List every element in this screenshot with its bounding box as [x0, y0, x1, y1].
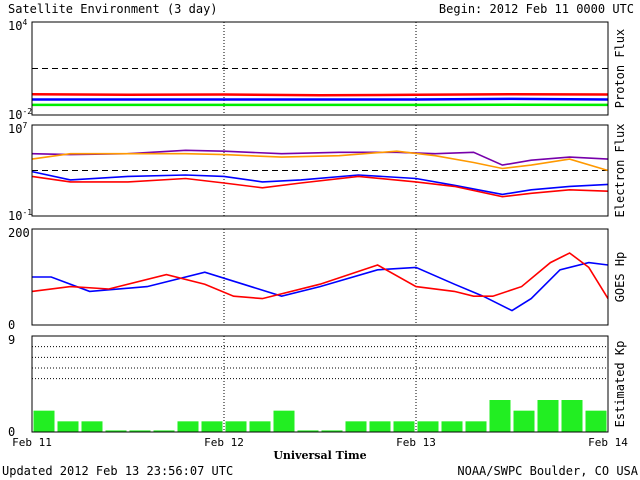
kp-bar — [33, 410, 55, 432]
kp-panel: 9 0 Estimated Kp — [8, 333, 627, 439]
x-tick-feb12: Feb 12 — [204, 436, 244, 449]
kp-bar — [105, 430, 127, 432]
kp-bar — [417, 421, 439, 432]
hp-panel: 200 0 GOES Hp — [8, 226, 627, 332]
kp-y-tick: 0 — [8, 425, 15, 439]
electron-y-tick-exponent: -1 — [22, 208, 32, 217]
kp-bar — [201, 421, 223, 432]
chart-title: Satellite Environment (3 day) — [8, 2, 218, 16]
electron-series-red — [31, 175, 609, 198]
proton-panel: 104 10-2 Proton Flux — [8, 18, 627, 122]
kp-bar — [297, 430, 319, 432]
x-tick-feb13: Feb 13 — [396, 436, 436, 449]
electron-y-label: Electron Flux — [613, 124, 627, 218]
credit: NOAA/SWPC Boulder, CO USA — [457, 464, 638, 478]
kp-bar — [465, 421, 487, 432]
proton-y-tick: 104 — [8, 18, 27, 33]
proton-y-tick-exponent: -2 — [22, 107, 32, 116]
kp-bar — [273, 410, 295, 432]
electron-series-blue — [31, 170, 609, 196]
x-axis-label: Universal Time — [273, 449, 366, 462]
proton-y-tick-exponent: 4 — [22, 18, 27, 27]
electron-y-tick: 107 — [8, 121, 27, 136]
hp-series-red — [31, 252, 609, 300]
x-tick-feb14: Feb 14 — [588, 436, 628, 449]
kp-bar — [585, 410, 607, 432]
proton-series-blue — [32, 97, 609, 101]
kp-bar — [153, 430, 175, 432]
hp-y-tick: 200 — [8, 226, 30, 240]
kp-bar — [369, 421, 391, 432]
kp-bar — [57, 421, 79, 432]
proton-y-tick: 10-2 — [8, 107, 32, 122]
kp-bar — [561, 400, 583, 432]
kp-bar — [513, 410, 535, 432]
electron-series-purple — [31, 149, 609, 166]
kp-bar — [225, 421, 247, 432]
proton-frame — [31, 21, 609, 116]
updated-time: Updated 2012 Feb 13 23:56:07 UTC — [2, 464, 233, 478]
electron-panel: 107 10-1 Electron Flux — [8, 121, 627, 223]
kp-y-tick: 9 — [8, 333, 15, 347]
kp-frame — [31, 335, 609, 433]
hp-series-blue — [32, 261, 609, 312]
electron-y-tick-exponent: 7 — [22, 121, 27, 130]
kp-bar — [81, 421, 103, 432]
kp-bar — [321, 430, 343, 432]
electron-series-orange — [31, 150, 609, 172]
kp-bar — [249, 421, 271, 432]
kp-bar — [177, 421, 199, 432]
hp-y-label: GOES Hp — [613, 252, 627, 303]
electron-y-tick: 10-1 — [8, 208, 32, 223]
proton-y-label: Proton Flux — [613, 29, 627, 108]
kp-bar — [345, 421, 367, 432]
proton-series-red — [31, 92, 609, 97]
kp-bar — [441, 421, 463, 432]
kp-bar — [489, 400, 511, 432]
hp-frame — [31, 228, 609, 326]
kp-y-label: Estimated Kp — [613, 341, 627, 428]
electron-frame — [31, 124, 609, 217]
hp-y-tick: 0 — [8, 318, 15, 332]
kp-bar — [129, 430, 151, 432]
x-tick-feb11: Feb 11 — [12, 436, 52, 449]
kp-bar — [537, 400, 559, 432]
begin-time: Begin: 2012 Feb 11 0000 UTC — [439, 2, 634, 16]
kp-bar — [393, 421, 415, 432]
